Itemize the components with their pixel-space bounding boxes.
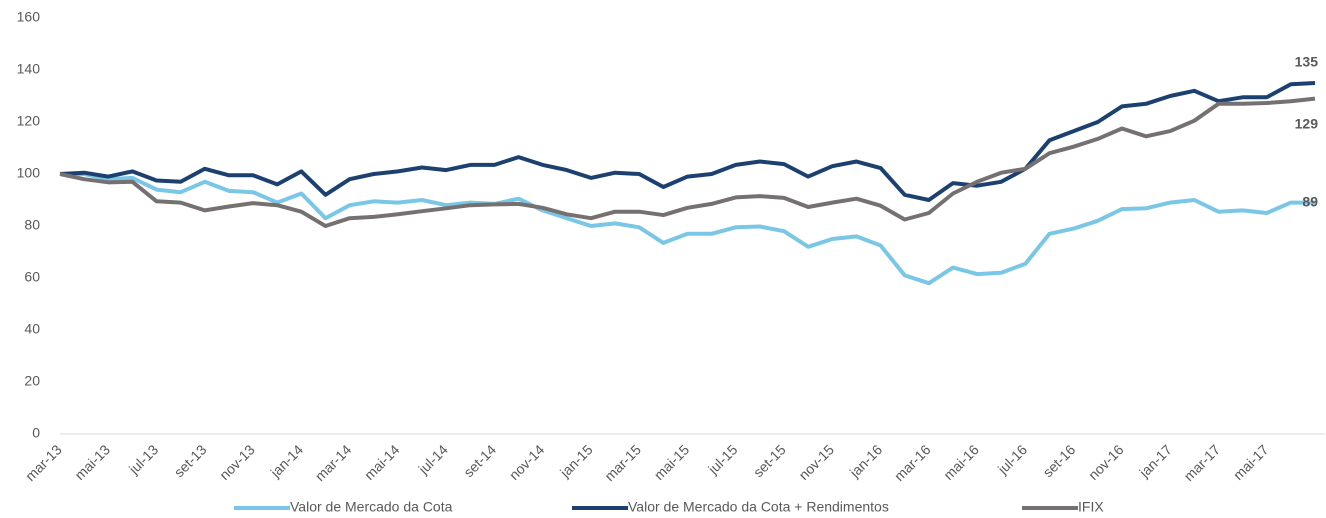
x-tick-label: jul-15 <box>704 441 740 477</box>
x-tick-label: mar-14 <box>312 441 355 484</box>
y-tick-label: 20 <box>24 373 40 389</box>
y-tick-label: 160 <box>17 9 41 25</box>
legend-label: Valor de Mercado da Cota + Rendimentos <box>628 499 889 515</box>
x-tick-label: mai-17 <box>1230 441 1272 483</box>
y-tick-label: 60 <box>24 269 40 285</box>
x-tick-label: jul-16 <box>994 441 1030 477</box>
x-tick-label: mar-15 <box>601 441 644 484</box>
legend-label: Valor de Mercado da Cota <box>290 499 453 515</box>
x-tick-label: jan-15 <box>556 441 596 481</box>
x-tick-label: jul-13 <box>125 441 161 477</box>
x-tick-label: nov-13 <box>216 441 258 483</box>
x-tick-label: set-16 <box>1040 441 1079 480</box>
x-tick-label: mar-16 <box>891 441 934 484</box>
end-label: 129 <box>1295 115 1319 131</box>
legend-label: IFIX <box>1078 499 1104 515</box>
x-tick-label: nov-16 <box>1085 441 1127 483</box>
x-tick-label: mai-13 <box>71 441 113 483</box>
series-line <box>59 81 1316 202</box>
y-tick-label: 120 <box>17 113 41 129</box>
series-line <box>59 96 1316 228</box>
y-tick-label: 140 <box>17 61 41 77</box>
x-tick-label: mai-14 <box>361 441 403 483</box>
x-tick-label: set-13 <box>171 441 210 480</box>
x-tick-label: mai-16 <box>940 441 982 483</box>
x-tick-label: jul-14 <box>415 441 451 477</box>
x-tick-label: nov-14 <box>506 441 548 483</box>
x-tick-label: set-15 <box>750 441 789 480</box>
x-tick-label: jan-16 <box>846 441 886 481</box>
x-tick-label: jan-17 <box>1135 441 1175 481</box>
y-tick-label: 100 <box>17 165 41 181</box>
y-tick-label: 80 <box>24 217 40 233</box>
y-tick-label: 40 <box>24 321 40 337</box>
end-label: 135 <box>1295 54 1319 70</box>
end-label: 89 <box>1302 193 1318 209</box>
x-tick-label: nov-15 <box>795 441 837 483</box>
x-tick-label: mar-17 <box>1181 441 1224 484</box>
x-tick-label: mai-15 <box>651 441 693 483</box>
x-tick-label: jan-14 <box>267 441 307 481</box>
y-tick-label: 0 <box>32 425 40 441</box>
x-tick-label: set-14 <box>460 441 499 480</box>
x-tick-label: mar-13 <box>22 441 65 484</box>
series-line <box>60 172 1315 286</box>
